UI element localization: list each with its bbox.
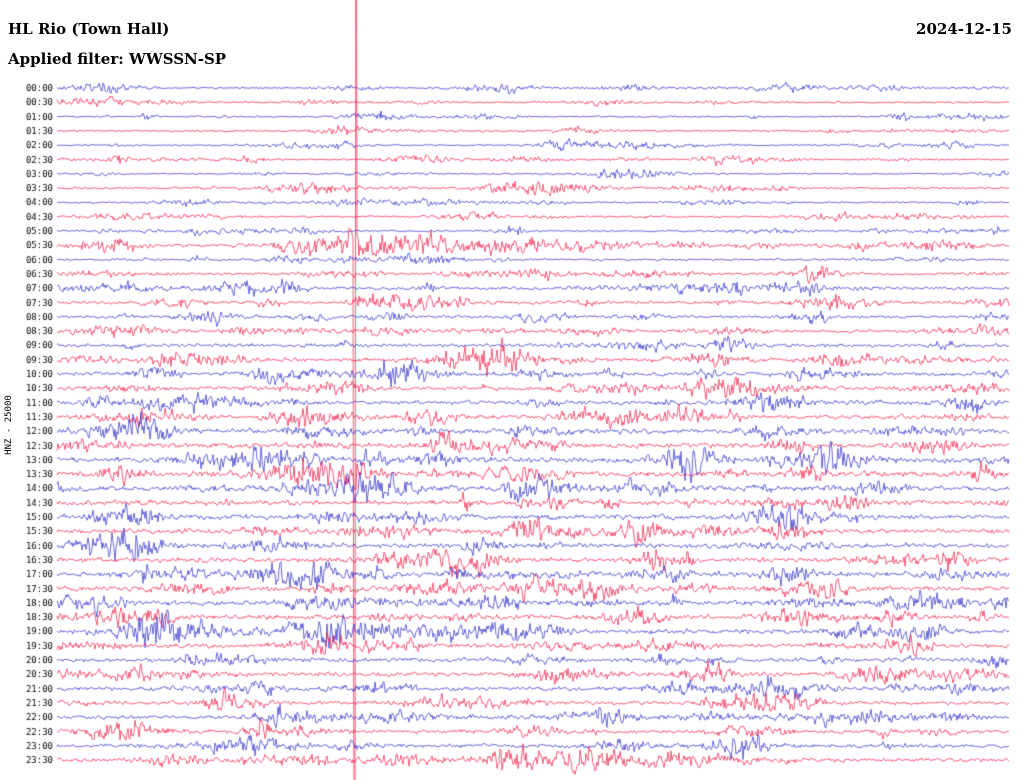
helicorder-page: HL Rio (Town Hall) 2024-12-15 Applied fi… <box>0 0 1024 780</box>
helicorder-canvas <box>0 0 1024 780</box>
